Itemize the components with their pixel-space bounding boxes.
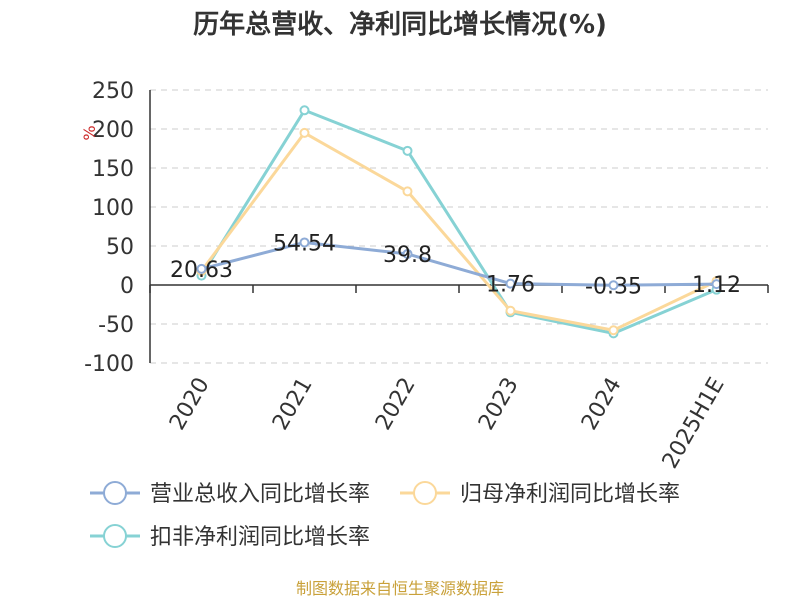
- legend-marker: [413, 481, 437, 505]
- data-point: [608, 280, 619, 291]
- data-point: [299, 127, 310, 138]
- legend-label: 营业总收入同比增长率: [150, 482, 370, 507]
- data-point: [299, 237, 310, 248]
- data-point: [299, 105, 310, 116]
- series-line-1: [201, 240, 717, 287]
- legend-label: 扣非净利润同比增长率: [150, 525, 370, 550]
- y-tick-label: 100: [92, 196, 134, 221]
- y-tick-label: 150: [92, 157, 134, 182]
- y-tick-label: -100: [84, 352, 134, 377]
- x-tick-label: 2022: [371, 374, 421, 435]
- y-tick-label: -50: [98, 313, 134, 338]
- y-tick-label: 200: [92, 118, 134, 143]
- data-point: [402, 186, 413, 197]
- data-labels: 20.63 54.54 39.8 1.76 -0.35 1.12: [170, 231, 741, 299]
- series-lines: [196, 105, 722, 339]
- data-label: 1.76: [486, 273, 535, 298]
- data-label: 20.63: [170, 258, 233, 283]
- y-tick-label: 50: [106, 235, 134, 260]
- data-label: 1.12: [692, 273, 741, 298]
- data-point: [505, 305, 516, 316]
- grid-lines: [150, 89, 768, 364]
- data-point: [402, 145, 413, 156]
- x-tick-label: 2025H1E: [658, 374, 730, 473]
- series-line-2: [200, 131, 718, 332]
- data-label: 39.8: [383, 243, 432, 268]
- legend-marker: [103, 481, 127, 505]
- legend-marker: [103, 524, 127, 548]
- x-tick-label: 2023: [474, 374, 524, 435]
- data-point: [196, 263, 207, 274]
- x-axis: 2020 2021 2022 2023 2024 2025H1E: [149, 284, 769, 473]
- data-label: 54.54: [273, 231, 336, 256]
- source-note: 制图数据来自恒生聚源数据库: [296, 579, 504, 598]
- legend-item-2[interactable]: 归母净利润同比增长率: [400, 481, 680, 507]
- legend-item-3[interactable]: 扣非净利润同比增长率: [90, 524, 370, 550]
- x-tick-label: 2024: [577, 374, 627, 435]
- legend-label: 归母净利润同比增长率: [460, 482, 680, 507]
- chart-title: 历年总营收、净利同比增长情况(%): [193, 9, 607, 40]
- y-tick-label: 0: [120, 274, 134, 299]
- y-axis: 250 200 150 100 50 0 -50 -100: [84, 79, 151, 377]
- legend-item-1[interactable]: 营业总收入同比增长率: [90, 481, 370, 507]
- y-tick-label: 250: [92, 79, 134, 104]
- data-label: -0.35: [585, 274, 642, 299]
- data-point: [505, 278, 516, 289]
- x-tick-label: 2021: [268, 374, 318, 435]
- y-axis-unit: %: [80, 125, 99, 140]
- data-point: [711, 279, 722, 290]
- data-point: [608, 325, 619, 336]
- series-line-3: [200, 108, 718, 335]
- data-point: [402, 248, 413, 259]
- x-tick-label: 2020: [165, 374, 215, 435]
